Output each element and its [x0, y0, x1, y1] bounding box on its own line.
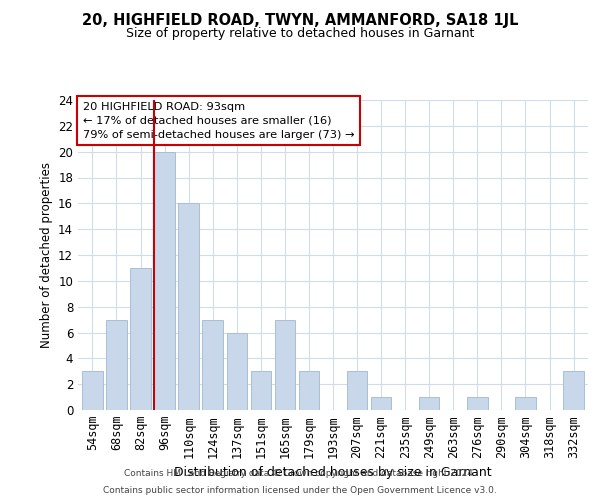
- Bar: [202, 320, 223, 410]
- Bar: [130, 268, 151, 410]
- Text: 20 HIGHFIELD ROAD: 93sqm
← 17% of detached houses are smaller (16)
79% of semi-d: 20 HIGHFIELD ROAD: 93sqm ← 17% of detach…: [83, 102, 355, 140]
- Bar: [299, 371, 319, 410]
- Bar: [227, 332, 247, 410]
- Bar: [154, 152, 175, 410]
- Bar: [347, 371, 367, 410]
- Bar: [515, 397, 536, 410]
- Y-axis label: Number of detached properties: Number of detached properties: [40, 162, 53, 348]
- Text: Size of property relative to detached houses in Garnant: Size of property relative to detached ho…: [126, 28, 474, 40]
- Text: 20, HIGHFIELD ROAD, TWYN, AMMANFORD, SA18 1JL: 20, HIGHFIELD ROAD, TWYN, AMMANFORD, SA1…: [82, 12, 518, 28]
- Bar: [563, 371, 584, 410]
- Text: Contains public sector information licensed under the Open Government Licence v3: Contains public sector information licen…: [103, 486, 497, 495]
- Text: Contains HM Land Registry data © Crown copyright and database right 2024.: Contains HM Land Registry data © Crown c…: [124, 468, 476, 477]
- Bar: [82, 371, 103, 410]
- Bar: [275, 320, 295, 410]
- Bar: [178, 204, 199, 410]
- Bar: [106, 320, 127, 410]
- Bar: [251, 371, 271, 410]
- Bar: [467, 397, 488, 410]
- X-axis label: Distribution of detached houses by size in Garnant: Distribution of detached houses by size …: [174, 466, 492, 479]
- Bar: [371, 397, 391, 410]
- Bar: [419, 397, 439, 410]
